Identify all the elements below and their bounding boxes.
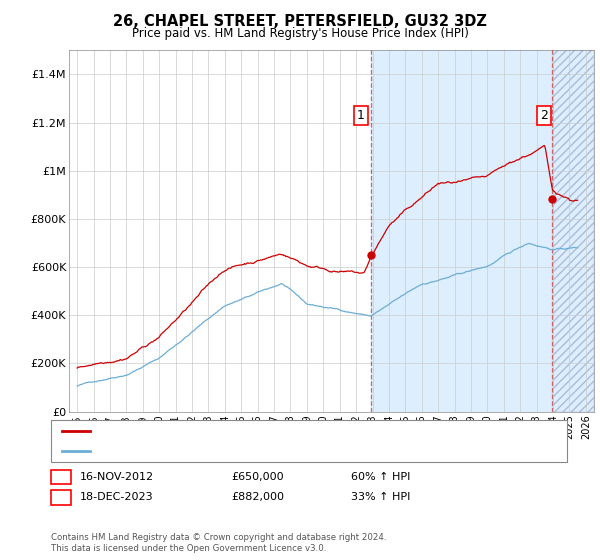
Text: £650,000: £650,000 [231, 472, 284, 482]
Bar [371, 50, 594, 412]
Text: 2: 2 [540, 109, 548, 122]
Text: 18-DEC-2023: 18-DEC-2023 [80, 492, 154, 502]
Text: 26, CHAPEL STREET, PETERSFIELD, GU32 3DZ: 26, CHAPEL STREET, PETERSFIELD, GU32 3DZ [113, 14, 487, 29]
Text: 26, CHAPEL STREET, PETERSFIELD, GU32 3DZ (detached house): 26, CHAPEL STREET, PETERSFIELD, GU32 3DZ… [96, 426, 430, 436]
Bar [553, 50, 594, 412]
Text: 1: 1 [58, 470, 65, 484]
Text: HPI: Average price, detached house, East Hampshire: HPI: Average price, detached house, East… [96, 446, 371, 456]
Text: 16-NOV-2012: 16-NOV-2012 [80, 472, 154, 482]
Text: 60% ↑ HPI: 60% ↑ HPI [351, 472, 410, 482]
Text: 33% ↑ HPI: 33% ↑ HPI [351, 492, 410, 502]
Text: Contains HM Land Registry data © Crown copyright and database right 2024.
This d: Contains HM Land Registry data © Crown c… [51, 533, 386, 553]
Text: 1: 1 [357, 109, 365, 122]
Text: Price paid vs. HM Land Registry's House Price Index (HPI): Price paid vs. HM Land Registry's House … [131, 27, 469, 40]
Text: £882,000: £882,000 [231, 492, 284, 502]
Text: 2: 2 [58, 491, 65, 504]
